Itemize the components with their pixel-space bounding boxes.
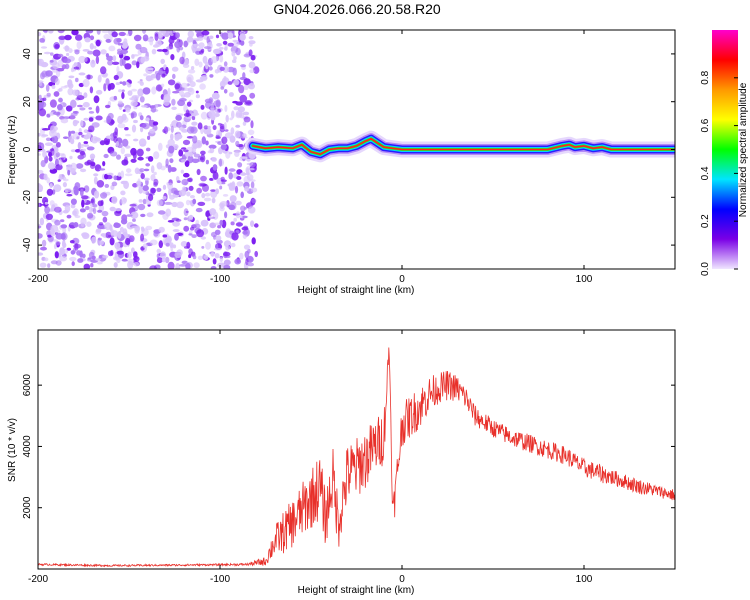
colorbar-tick-label: 0.0 — [700, 262, 711, 276]
snr-axes: -200 -100 0 100 2000 4000 6000 — [22, 330, 675, 585]
snr-xlabel: Height of straight line (km) — [298, 585, 415, 596]
colorbar-tick-label: 0.2 — [700, 214, 711, 228]
x-tick-label: 0 — [399, 574, 405, 585]
y-tick-label: 4000 — [22, 435, 33, 458]
spectrogram-signal-track — [244, 130, 675, 163]
snr-panel: -200 -100 0 100 2000 4000 6000 Height of strai… — [7, 329, 676, 596]
spectrogram-noise-region — [38, 30, 260, 269]
x-tick-label: 100 — [576, 574, 593, 585]
colorbar-label: Normalized spectral amplitude — [738, 82, 749, 217]
spectrogram-xlabel: Height of straight line (km) — [298, 285, 415, 296]
x-tick-label: 0 — [399, 274, 405, 285]
signal-track-layer-5 — [252, 137, 675, 156]
x-tick-label: 100 — [576, 274, 593, 285]
x-tick-label: -200 — [28, 574, 48, 585]
x-tick-label: -200 — [28, 274, 48, 285]
spectrogram-ylabel: Frequency (Hz) — [7, 116, 18, 185]
snr-series-line — [38, 347, 675, 568]
y-tick-label: 6000 — [22, 374, 33, 397]
y-tick-label: 20 — [22, 96, 33, 108]
x-tick-label: -100 — [210, 274, 230, 285]
figure-title: GN04.2026.066.20.58.R20 — [273, 1, 441, 17]
y-tick-label: 2000 — [22, 496, 33, 519]
snr-ylabel: SNR (10 * v/v) — [7, 418, 18, 482]
y-tick-label: 40 — [22, 48, 33, 60]
colorbar-ticks: 0.0 0.2 0.4 0.6 0.8 — [700, 70, 738, 276]
x-tick-label: -100 — [210, 574, 230, 585]
y-tick-label: -40 — [22, 237, 33, 252]
colorbar: 0.0 0.2 0.4 0.6 0.8 Normalized spectral ampl… — [700, 30, 749, 276]
colorbar-gradient — [712, 30, 738, 269]
y-tick-label: 0 — [22, 146, 33, 152]
colorbar-tick-label: 0.8 — [700, 70, 711, 84]
snr-frame — [37, 329, 676, 570]
y-tick-label: -20 — [22, 190, 33, 205]
colorbar-tick-label: 0.4 — [700, 166, 711, 180]
colorbar-tick-label: 0.6 — [700, 118, 711, 132]
